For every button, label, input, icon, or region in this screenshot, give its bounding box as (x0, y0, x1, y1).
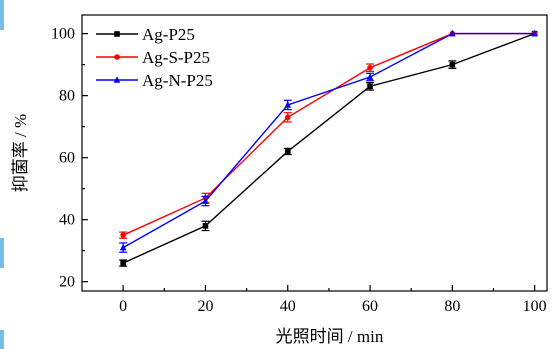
plot-frame (81, 14, 548, 292)
data-point (114, 31, 120, 37)
data-point (114, 54, 120, 60)
legend-label: Ag-N-P25 (142, 71, 213, 90)
data-point (449, 29, 456, 37)
legend-entry: Ag-N-P25 (96, 71, 213, 90)
data-point (284, 101, 292, 108)
series-line (122, 32, 535, 264)
data-point (119, 243, 127, 251)
legend-entry: Ag-P25 (96, 25, 195, 44)
data-point (366, 73, 374, 80)
x-tick-label: 20 (197, 298, 213, 315)
series-layer (119, 29, 538, 267)
legend-label: Ag-P25 (142, 25, 195, 44)
x-axis-title: 光照时间 / min (276, 327, 384, 346)
legend-entry: Ag-S-P25 (96, 48, 210, 67)
data-point (120, 232, 126, 238)
x-tick-label: 0 (119, 298, 127, 315)
data-point (284, 148, 291, 155)
left-edge-decoration (0, 238, 4, 268)
axes: 0 20 40 60 80 100 20 40 60 80 100 (51, 14, 548, 315)
legend: Ag-P25 Ag-S-P25 Ag-N-P25 (96, 25, 213, 90)
legend-label: Ag-S-P25 (142, 48, 210, 67)
x-tick-label: 60 (362, 298, 378, 315)
y-tick-label: 80 (59, 88, 75, 105)
x-tick-label: 80 (444, 298, 460, 315)
x-tick-label: 40 (280, 298, 296, 315)
x-tick-label: 100 (523, 298, 547, 315)
y-tick-label: 40 (59, 212, 75, 229)
left-edge-decoration (0, 0, 4, 30)
left-edge-decoration (0, 330, 4, 349)
data-point (367, 83, 373, 90)
series (119, 29, 538, 253)
data-point (367, 64, 373, 71)
series-line (122, 32, 535, 249)
data-point (531, 29, 538, 37)
data-point (449, 61, 456, 68)
y-tick-label: 100 (51, 26, 75, 43)
y-tick-label: 20 (59, 274, 75, 291)
data-point (202, 223, 209, 229)
data-point (113, 76, 121, 83)
data-point (202, 197, 209, 204)
data-point (284, 114, 291, 121)
data-point (120, 260, 126, 266)
y-axis-title: 抑菌率 / % (11, 114, 30, 192)
y-tick-label: 60 (59, 150, 75, 167)
